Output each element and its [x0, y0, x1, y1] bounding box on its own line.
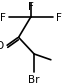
Text: F: F: [56, 13, 62, 23]
Text: Br: Br: [28, 75, 40, 83]
Text: F: F: [0, 13, 6, 23]
Text: O: O: [0, 42, 4, 51]
Text: F: F: [28, 2, 34, 12]
